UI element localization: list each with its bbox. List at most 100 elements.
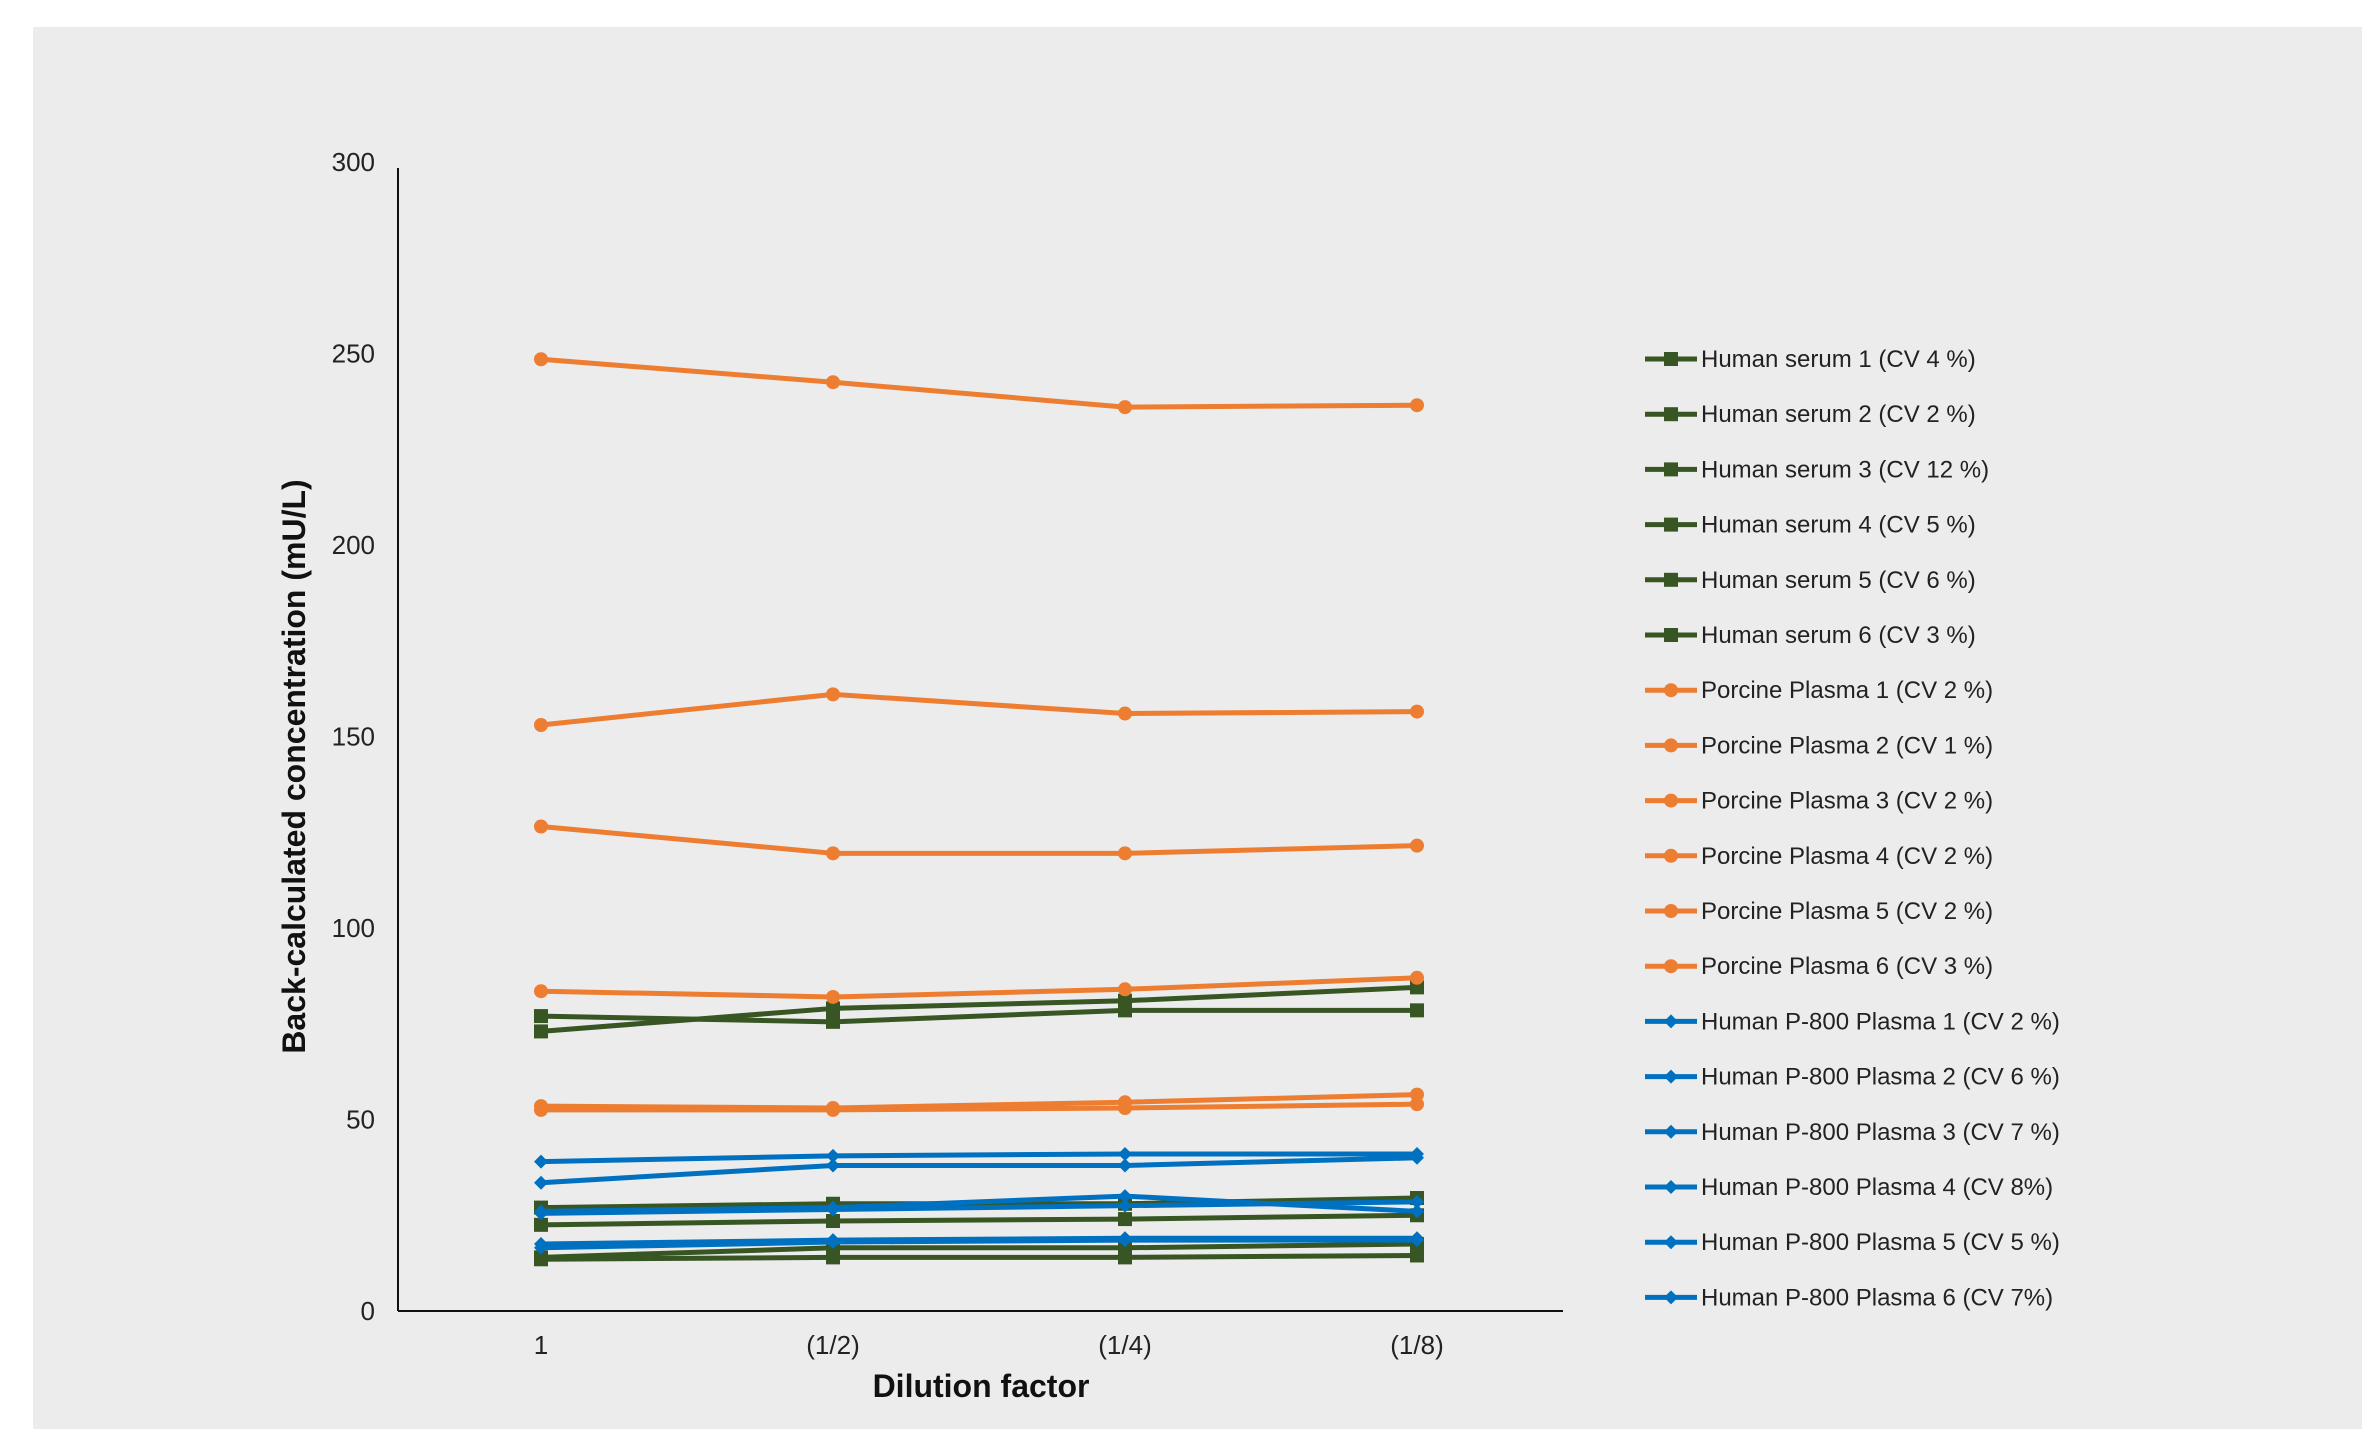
legend-swatch-marker <box>1664 1290 1678 1305</box>
axes <box>397 168 1563 1312</box>
legend-swatch-marker <box>1664 1124 1678 1139</box>
legend-label: Human P-800 Plasma 6 (CV 7%) <box>1701 1284 2053 1311</box>
data-point <box>1410 704 1424 719</box>
legend: Human serum 1 (CV 4 %) Human serum 2 (CV … <box>1645 346 2060 1311</box>
series-9 <box>534 819 1424 861</box>
series-line <box>540 1237 1417 1251</box>
series-12 <box>534 1097 1424 1117</box>
legend-label: Human P-800 Plasma 2 (CV 6 %) <box>1701 1064 2060 1091</box>
legend-item: Human P-800 Plasma 5 (CV 5 %) <box>1645 1229 2060 1256</box>
legend-label: Human P-800 Plasma 3 (CV 7 %) <box>1701 1119 2060 1146</box>
legend-item: Porcine Plasma 1 (CV 2 %) <box>1645 677 1993 704</box>
legend-swatch-marker <box>1664 793 1678 808</box>
data-point <box>1410 1087 1424 1102</box>
data-point <box>1118 1101 1132 1116</box>
data-point <box>826 989 840 1004</box>
legend-swatch-marker <box>1664 848 1678 863</box>
x-tick-label: 1 <box>534 1330 548 1360</box>
legend-label: Porcine Plasma 2 (CV 1 %) <box>1701 732 1993 759</box>
legend-item: Human P-800 Plasma 3 (CV 7 %) <box>1645 1119 2060 1146</box>
data-point <box>1118 400 1132 415</box>
data-point <box>534 1252 548 1267</box>
data-point <box>1118 982 1132 997</box>
legend-label: Porcine Plasma 6 (CV 3 %) <box>1701 953 1993 980</box>
legend-label: Porcine Plasma 1 (CV 2 %) <box>1701 677 1993 704</box>
legend-item: Porcine Plasma 3 (CV 2 %) <box>1645 788 1993 815</box>
data-point <box>1410 980 1424 995</box>
legend-swatch-marker <box>1664 904 1678 918</box>
data-point <box>1410 970 1424 985</box>
legend-swatch-marker <box>1664 572 1678 587</box>
legend-swatch-marker <box>1664 462 1678 477</box>
data-point <box>534 1217 548 1232</box>
series-line <box>540 1155 1418 1186</box>
data-point <box>1410 1097 1424 1112</box>
series-2 <box>534 980 1424 1039</box>
legend-label: Porcine Plasma 4 (CV 2 %) <box>1701 843 1993 870</box>
series-line <box>540 1212 1418 1228</box>
data-point <box>534 1240 548 1255</box>
x-tick-label: (1/8) <box>1390 1330 1443 1360</box>
data-point <box>1410 1204 1424 1219</box>
legend-label: Porcine Plasma 3 (CV 2 %) <box>1701 788 1993 815</box>
data-point <box>1118 1158 1132 1173</box>
y-tick-label: 250 <box>332 339 375 369</box>
data-point <box>1410 1233 1424 1248</box>
y-tick-label: 100 <box>332 913 375 943</box>
data-point <box>826 1014 840 1029</box>
series-line <box>540 824 1418 856</box>
legend-label: Human P-800 Plasma 5 (CV 5 %) <box>1701 1229 2060 1256</box>
data-point <box>1410 1194 1424 1209</box>
x-axis-title: Dilution factor <box>873 1368 1090 1404</box>
series-line <box>540 356 1418 410</box>
y-tick-labels: 0 50 100 150 200 250 300 <box>332 147 375 1326</box>
x-tick-label: (1/2) <box>806 1330 859 1360</box>
legend-item: Human P-800 Plasma 2 (CV 6 %) <box>1645 1064 2060 1091</box>
x-tick-label: (1/4) <box>1098 1330 1151 1360</box>
data-point <box>826 1202 840 1217</box>
legend-swatch-marker <box>1664 517 1678 532</box>
series-7 <box>534 352 1424 415</box>
line-chart: 0 50 100 150 200 250 300 1 (1/2) (1/4) (1/8) Back… <box>276 147 2060 1404</box>
data-point <box>826 1235 840 1250</box>
series-line <box>540 691 1418 728</box>
data-point <box>826 687 840 702</box>
data-point <box>1118 993 1132 1008</box>
series-14 <box>534 1150 1424 1190</box>
legend-label: Human P-800 Plasma 1 (CV 2 %) <box>1701 1008 2060 1035</box>
data-point <box>1118 706 1132 721</box>
legend-item: Human P-800 Plasma 6 (CV 7%) <box>1645 1284 2053 1311</box>
legend-swatch-marker <box>1664 738 1678 753</box>
legend-swatch-marker <box>1664 407 1678 422</box>
legend-label: Human P-800 Plasma 4 (CV 8%) <box>1701 1174 2053 1201</box>
y-tick-label: 300 <box>332 147 375 177</box>
legend-item: Human P-800 Plasma 1 (CV 2 %) <box>1645 1008 2060 1035</box>
legend-swatch-marker <box>1664 959 1678 974</box>
data-point <box>826 375 840 390</box>
data-point <box>1118 1198 1132 1213</box>
data-point <box>534 1154 548 1169</box>
series-line <box>540 1199 1418 1216</box>
data-point <box>826 1001 840 1016</box>
legend-label: Porcine Plasma 5 (CV 2 %) <box>1701 898 1993 925</box>
data-point <box>534 819 548 834</box>
data-point <box>1410 398 1424 413</box>
data-point <box>1118 1233 1132 1248</box>
legend-item: Human serum 6 (CV 3 %) <box>1645 622 1976 649</box>
series-line <box>540 1092 1418 1111</box>
data-point <box>534 984 548 999</box>
legend-swatch-marker <box>1664 1014 1678 1029</box>
legend-label: Human serum 4 (CV 5 %) <box>1701 512 1976 539</box>
legend-item: Porcine Plasma 2 (CV 1 %) <box>1645 732 1993 759</box>
legend-label: Human serum 3 (CV 12 %) <box>1701 456 1989 483</box>
series-10 <box>534 970 1424 1004</box>
data-point <box>1410 1003 1424 1018</box>
data-point <box>826 846 840 861</box>
series-8 <box>534 687 1424 733</box>
data-point <box>1410 1248 1424 1263</box>
data-point <box>826 1148 840 1163</box>
data-point <box>826 1250 840 1265</box>
legend-swatch-marker <box>1664 1069 1678 1084</box>
data-point <box>534 352 548 367</box>
legend-item: Human serum 3 (CV 12 %) <box>1645 456 1989 483</box>
